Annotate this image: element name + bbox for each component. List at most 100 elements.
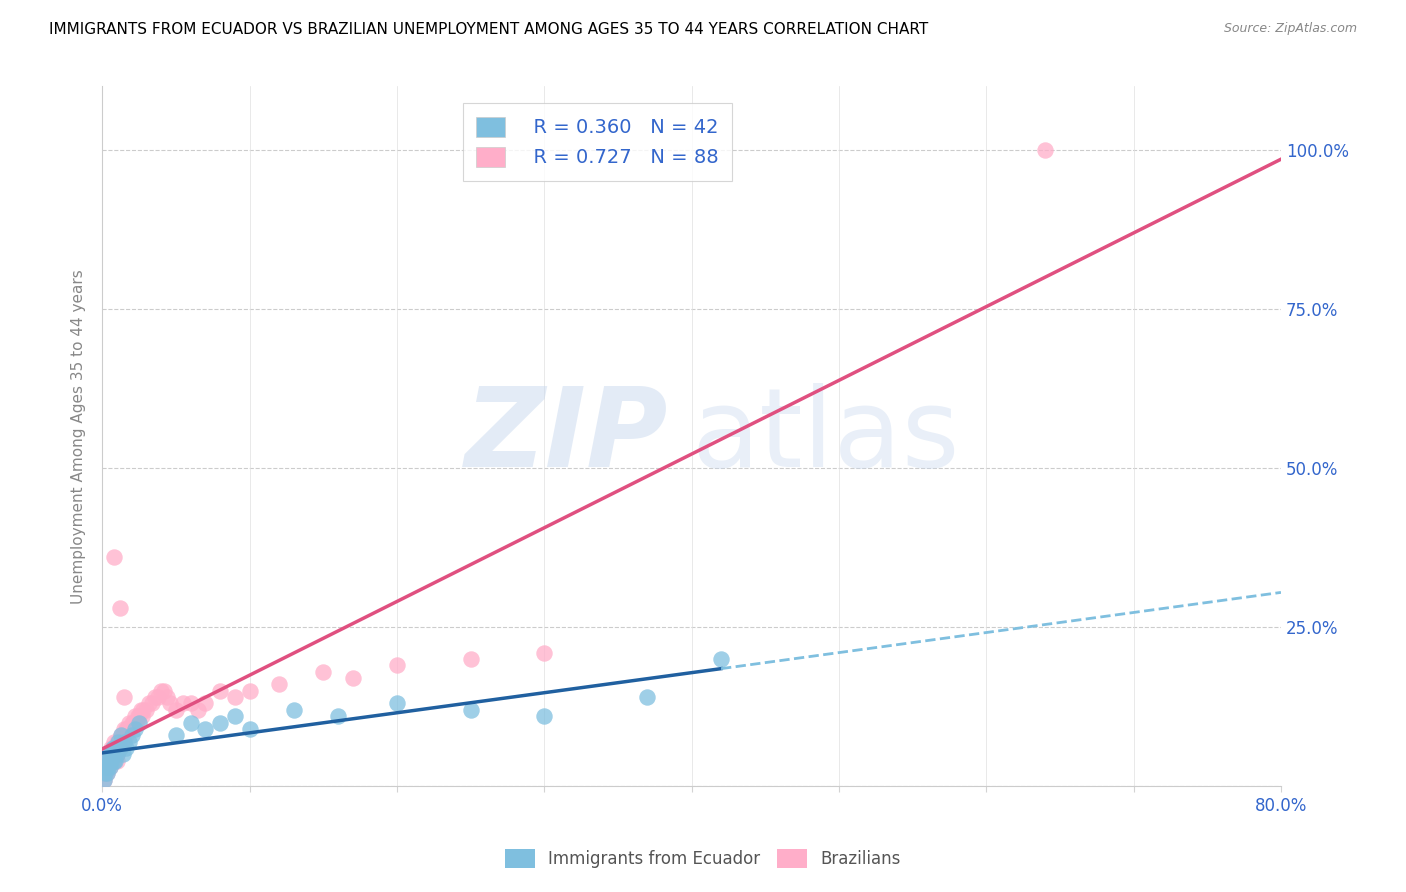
Point — [111, 728, 134, 742]
Point — [238, 722, 260, 736]
Point — [103, 550, 125, 565]
Point — [103, 747, 125, 762]
Point — [108, 741, 131, 756]
Point — [385, 658, 408, 673]
Point — [153, 683, 176, 698]
Point — [180, 715, 202, 730]
Point — [97, 747, 120, 762]
Point — [312, 665, 335, 679]
Point — [98, 754, 121, 768]
Point — [124, 709, 146, 723]
Point — [127, 709, 149, 723]
Point — [100, 747, 122, 762]
Point — [283, 703, 305, 717]
Point — [110, 728, 132, 742]
Point — [194, 697, 217, 711]
Y-axis label: Unemployment Among Ages 35 to 44 years: Unemployment Among Ages 35 to 44 years — [72, 268, 86, 604]
Text: Source: ZipAtlas.com: Source: ZipAtlas.com — [1223, 22, 1357, 36]
Point — [101, 754, 124, 768]
Point — [97, 760, 120, 774]
Point — [122, 715, 145, 730]
Point — [150, 683, 173, 698]
Legend:   R = 0.360   N = 42,   R = 0.727   N = 88: R = 0.360 N = 42, R = 0.727 N = 88 — [463, 103, 733, 181]
Point — [108, 601, 131, 615]
Point — [96, 754, 118, 768]
Point — [108, 734, 131, 748]
Point — [121, 715, 143, 730]
Point — [159, 697, 181, 711]
Point — [104, 754, 127, 768]
Point — [156, 690, 179, 704]
Point — [107, 741, 129, 756]
Point — [460, 652, 482, 666]
Point — [101, 741, 124, 756]
Point — [114, 728, 136, 742]
Point — [124, 722, 146, 736]
Point — [141, 697, 163, 711]
Point — [97, 760, 120, 774]
Point — [112, 734, 135, 748]
Point — [342, 671, 364, 685]
Point — [209, 683, 232, 698]
Point — [138, 697, 160, 711]
Point — [107, 734, 129, 748]
Point — [180, 697, 202, 711]
Point — [96, 766, 118, 780]
Point — [98, 760, 121, 774]
Point — [100, 747, 122, 762]
Point — [128, 709, 150, 723]
Point — [125, 715, 148, 730]
Point — [103, 734, 125, 748]
Point — [96, 760, 118, 774]
Point — [97, 754, 120, 768]
Point — [165, 728, 187, 742]
Point — [385, 697, 408, 711]
Point — [105, 734, 128, 748]
Point — [112, 728, 135, 742]
Point — [112, 690, 135, 704]
Point — [96, 766, 118, 780]
Point — [107, 734, 129, 748]
Point — [93, 772, 115, 787]
Point — [460, 703, 482, 717]
Point — [187, 703, 209, 717]
Point — [209, 715, 232, 730]
Point — [112, 722, 135, 736]
Point — [194, 722, 217, 736]
Point — [103, 754, 125, 768]
Point — [118, 734, 141, 748]
Point — [105, 741, 128, 756]
Point — [94, 760, 117, 774]
Text: atlas: atlas — [692, 383, 960, 490]
Point — [1033, 143, 1056, 157]
Point — [97, 747, 120, 762]
Point — [104, 741, 127, 756]
Point — [105, 747, 128, 762]
Point — [100, 741, 122, 756]
Point — [111, 734, 134, 748]
Point — [94, 766, 117, 780]
Point — [96, 754, 118, 768]
Point — [121, 728, 143, 742]
Point — [533, 709, 555, 723]
Point — [111, 747, 134, 762]
Point — [533, 646, 555, 660]
Point — [98, 760, 121, 774]
Point — [120, 722, 142, 736]
Text: ZIP: ZIP — [464, 383, 668, 490]
Point — [103, 741, 125, 756]
Point — [143, 690, 166, 704]
Point — [105, 754, 128, 768]
Point — [94, 754, 117, 768]
Point — [238, 683, 260, 698]
Point — [710, 652, 733, 666]
Point — [94, 760, 117, 774]
Point — [104, 747, 127, 762]
Text: IMMIGRANTS FROM ECUADOR VS BRAZILIAN UNEMPLOYMENT AMONG AGES 35 TO 44 YEARS CORR: IMMIGRANTS FROM ECUADOR VS BRAZILIAN UNE… — [49, 22, 928, 37]
Point — [105, 747, 128, 762]
Point — [100, 754, 122, 768]
Point — [267, 677, 290, 691]
Point — [129, 703, 152, 717]
Point — [165, 703, 187, 717]
Point — [636, 690, 658, 704]
